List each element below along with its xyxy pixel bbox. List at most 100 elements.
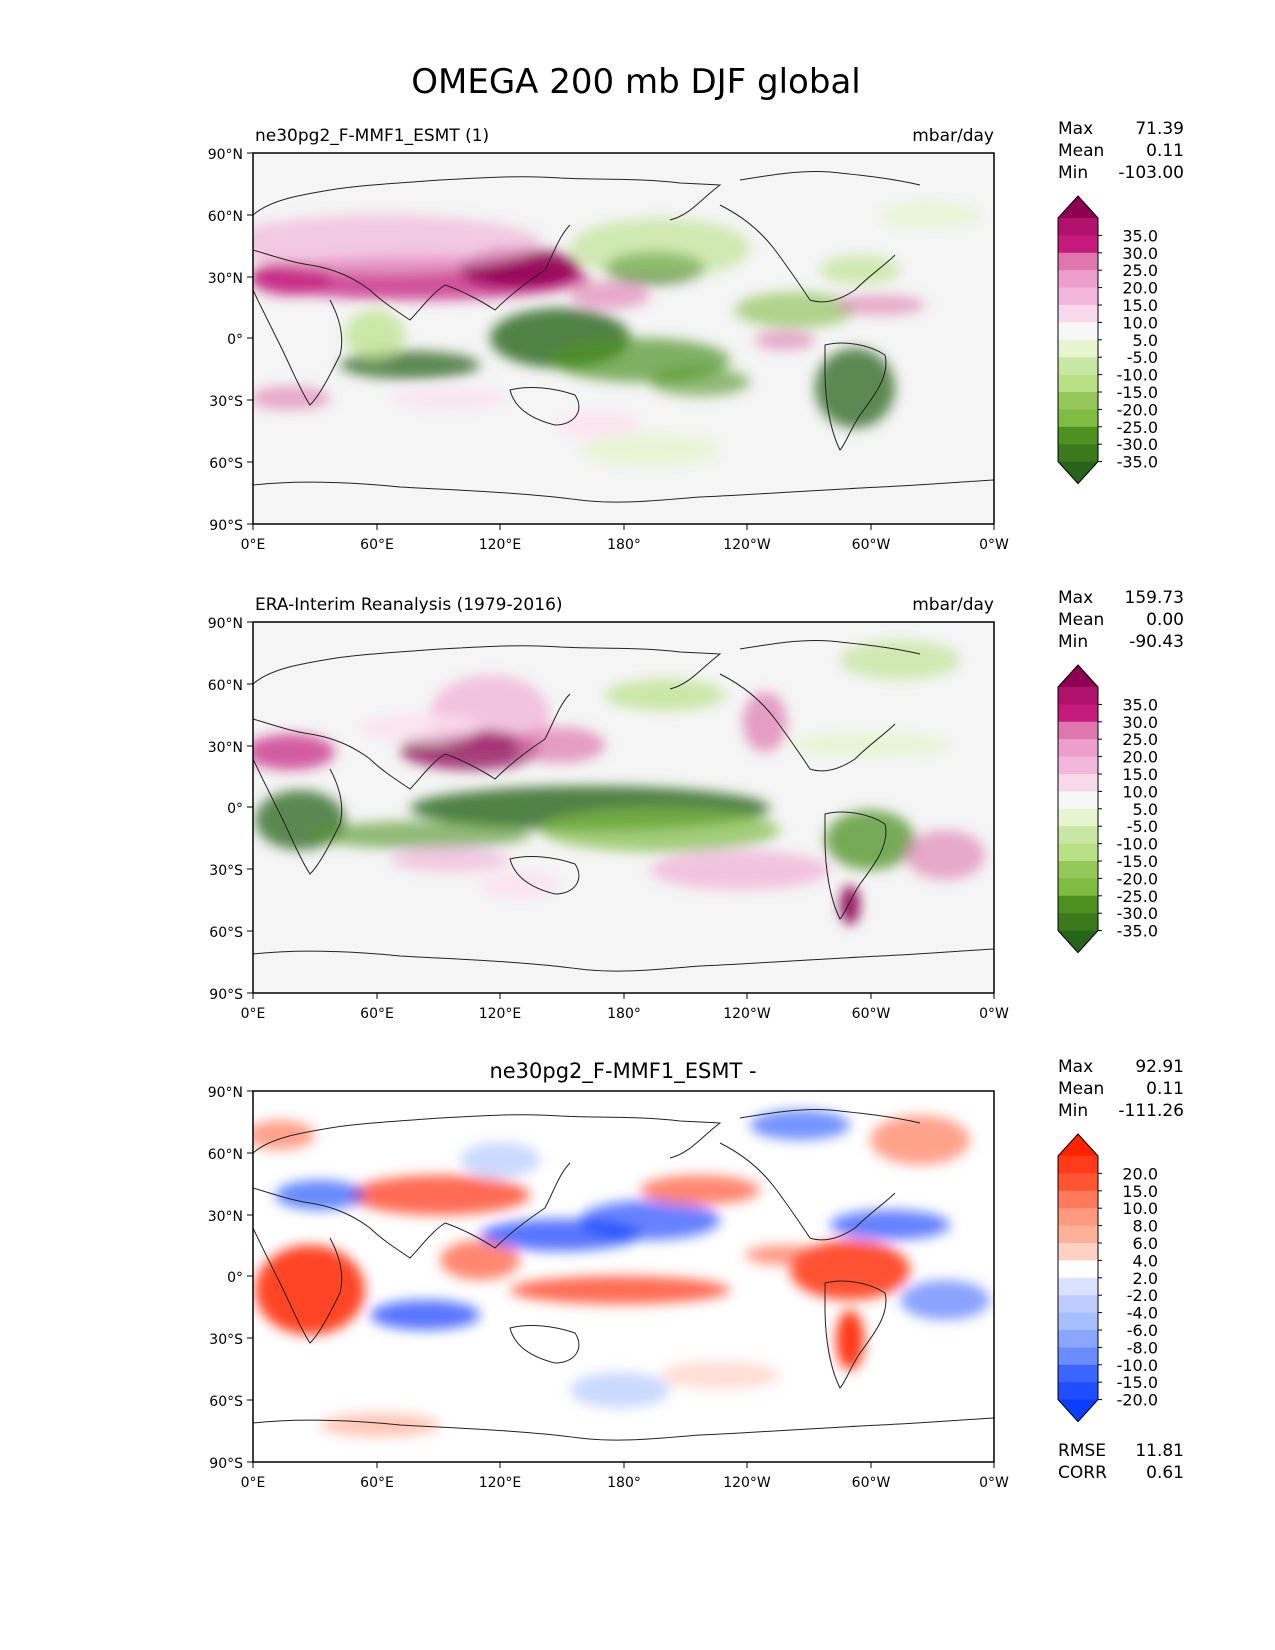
panel-1-left-title: ne30pg2_F-MMF1_ESMT (1) (255, 126, 489, 146)
lat-tick-label: 90°N (208, 616, 243, 632)
colorbar-tick-label: -5.0 (1127, 817, 1158, 836)
panel-2-units: mbar/day (912, 595, 994, 615)
colorbar-swatch (1058, 1173, 1098, 1192)
panel-1-stats: Max 71.39 Mean 0.11 Min -103.00 (1058, 119, 1184, 183)
colorbar-tick-label: 5.0 (1133, 800, 1158, 819)
lat-tick-label: 90°N (208, 1085, 243, 1101)
colorbar-tick-label: 10.0 (1122, 313, 1158, 332)
stat-max-value: 159.73 (1125, 588, 1184, 608)
colorbar-tick-label: -20.0 (1117, 1391, 1158, 1410)
panel-1-lon-axis: 0°E 60°E 120°E 180° 120°W 60°W 0°W (241, 524, 1009, 553)
panel-2-lon-axis: 0°E 60°E 120°E 180° 120°W 60°W 0°W (241, 993, 1009, 1022)
colorbar-tick-label: -25.0 (1117, 887, 1158, 906)
colorbar-tick-label: 10.0 (1122, 1199, 1158, 1218)
colorbar-tick-label: -10.0 (1117, 366, 1158, 385)
lon-tick-label: 0°E (241, 1006, 266, 1022)
lat-tick-label: 0° (227, 332, 243, 348)
lat-tick-label: 0° (227, 801, 243, 817)
lon-tick-label: 120°W (723, 1006, 771, 1022)
colorbar-swatch (1058, 704, 1098, 723)
colorbar-swatch (1058, 861, 1098, 879)
panel-3-lon-axis: 0°E 60°E 120°E 180° 120°W 60°W 0°W (241, 1462, 1009, 1491)
colorbar-tick-label: 30.0 (1122, 713, 1158, 732)
lat-tick-label: 60°N (208, 1147, 243, 1163)
colorbar-tick-label: -15.0 (1117, 852, 1158, 871)
colorbar-swatch (1058, 1382, 1098, 1401)
colorbar-swatch (1058, 843, 1098, 862)
lat-tick-label: 60°S (209, 925, 243, 941)
colorbar-tick-label: -25.0 (1117, 418, 1158, 437)
colorbar-tick-label: -10.0 (1117, 835, 1158, 854)
lon-tick-label: 60°W (852, 1006, 891, 1022)
colorbar-swatch (1058, 218, 1098, 236)
figure-title: OMEGA 200 mb DJF global (411, 62, 860, 102)
colorbar-tick-label: 6.0 (1133, 1234, 1158, 1253)
lat-tick-label: 30°N (208, 271, 243, 287)
stat-mean-label: Mean (1058, 1079, 1104, 1099)
colorbar-swatch (1058, 791, 1098, 810)
panel-1-lat-axis: 90°N 60°N 30°N 0° 30°S 60°S 90°S (208, 147, 253, 534)
colorbar-tick-label: 35.0 (1122, 695, 1158, 714)
colorbar-extend-max (1058, 196, 1098, 218)
colorbar-tick-label: 20.0 (1122, 748, 1158, 767)
colorbar-swatch (1058, 808, 1098, 827)
colorbar-swatch (1058, 1190, 1098, 1209)
colorbar-swatch (1058, 1295, 1098, 1314)
colorbar-swatch (1058, 895, 1098, 914)
colorbar-tick-label: 8.0 (1133, 1217, 1158, 1236)
corr-label: CORR (1058, 1463, 1107, 1483)
colorbar-swatch (1058, 339, 1098, 358)
corr-value: 0.61 (1146, 1463, 1184, 1483)
stat-min-value: -90.43 (1129, 632, 1184, 652)
panel-2-lat-axis: 90°N 60°N 30°N 0° 30°S 60°S 90°S (208, 616, 253, 1003)
colorbar-tick-label: -5.0 (1127, 348, 1158, 367)
colorbar-tick-label: 15.0 (1122, 296, 1158, 315)
lat-tick-label: 60°N (208, 209, 243, 225)
lat-tick-label: 90°S (209, 518, 243, 534)
stat-max-label: Max (1058, 1057, 1093, 1077)
lat-tick-label: 30°S (209, 1332, 243, 1348)
colorbar-tick-label: 30.0 (1122, 244, 1158, 263)
stat-min-label: Min (1058, 1101, 1088, 1121)
colorbar-extend-min (1058, 461, 1098, 484)
colorbar-swatch (1058, 252, 1098, 271)
panel-2-left-title: ERA-Interim Reanalysis (1979-2016) (255, 595, 563, 615)
colorbar-tick-label: 15.0 (1122, 1182, 1158, 1201)
lon-tick-label: 60°E (360, 1475, 394, 1491)
colorbar-swatch (1058, 1225, 1098, 1244)
panel-1-units: mbar/day (912, 126, 994, 146)
stat-min-label: Min (1058, 163, 1088, 183)
lon-tick-label: 0°W (979, 537, 1009, 553)
colorbar-swatch (1058, 409, 1098, 428)
stat-mean-label: Mean (1058, 141, 1104, 161)
panel-1-model: ne30pg2_F-MMF1_ESMT (1) mbar/day (208, 119, 1184, 553)
panel-1-field (253, 201, 980, 466)
panel-3-field (253, 1110, 990, 1437)
colorbar-tick-label: -2.0 (1127, 1286, 1158, 1305)
panel-1-colorbar: 35.030.025.020.015.010.05.0-5.0-10.0-15.… (1057, 195, 1158, 485)
colorbar-swatch (1058, 357, 1098, 376)
colorbar-swatch (1058, 1208, 1098, 1227)
panel-1-coastlines (253, 171, 994, 503)
stat-max-value: 92.91 (1135, 1057, 1184, 1077)
stat-max-label: Max (1058, 119, 1093, 139)
colorbar-swatch (1058, 721, 1098, 740)
colorbar-swatch (1058, 774, 1098, 792)
lat-tick-label: 90°N (208, 147, 243, 163)
panel-3-coastlines (253, 1109, 994, 1441)
colorbar-swatch (1058, 235, 1098, 254)
lon-tick-label: 60°E (360, 1006, 394, 1022)
colorbar-tick-label: 4.0 (1133, 1251, 1158, 1270)
colorbar-swatch (1058, 305, 1098, 323)
colorbar-tick-label: -8.0 (1127, 1338, 1158, 1357)
lon-tick-label: 180° (607, 1475, 641, 1491)
colorbar-extend-min (1058, 930, 1098, 953)
colorbar-swatch (1058, 1330, 1098, 1348)
rmse-label: RMSE (1058, 1441, 1106, 1461)
lat-tick-label: 30°N (208, 1209, 243, 1225)
lon-tick-label: 60°W (852, 537, 891, 553)
rmse-value: 11.81 (1135, 1441, 1184, 1461)
lon-tick-label: 120°W (723, 537, 771, 553)
lon-tick-label: 0°W (979, 1006, 1009, 1022)
colorbar-tick-label: 5.0 (1133, 331, 1158, 350)
